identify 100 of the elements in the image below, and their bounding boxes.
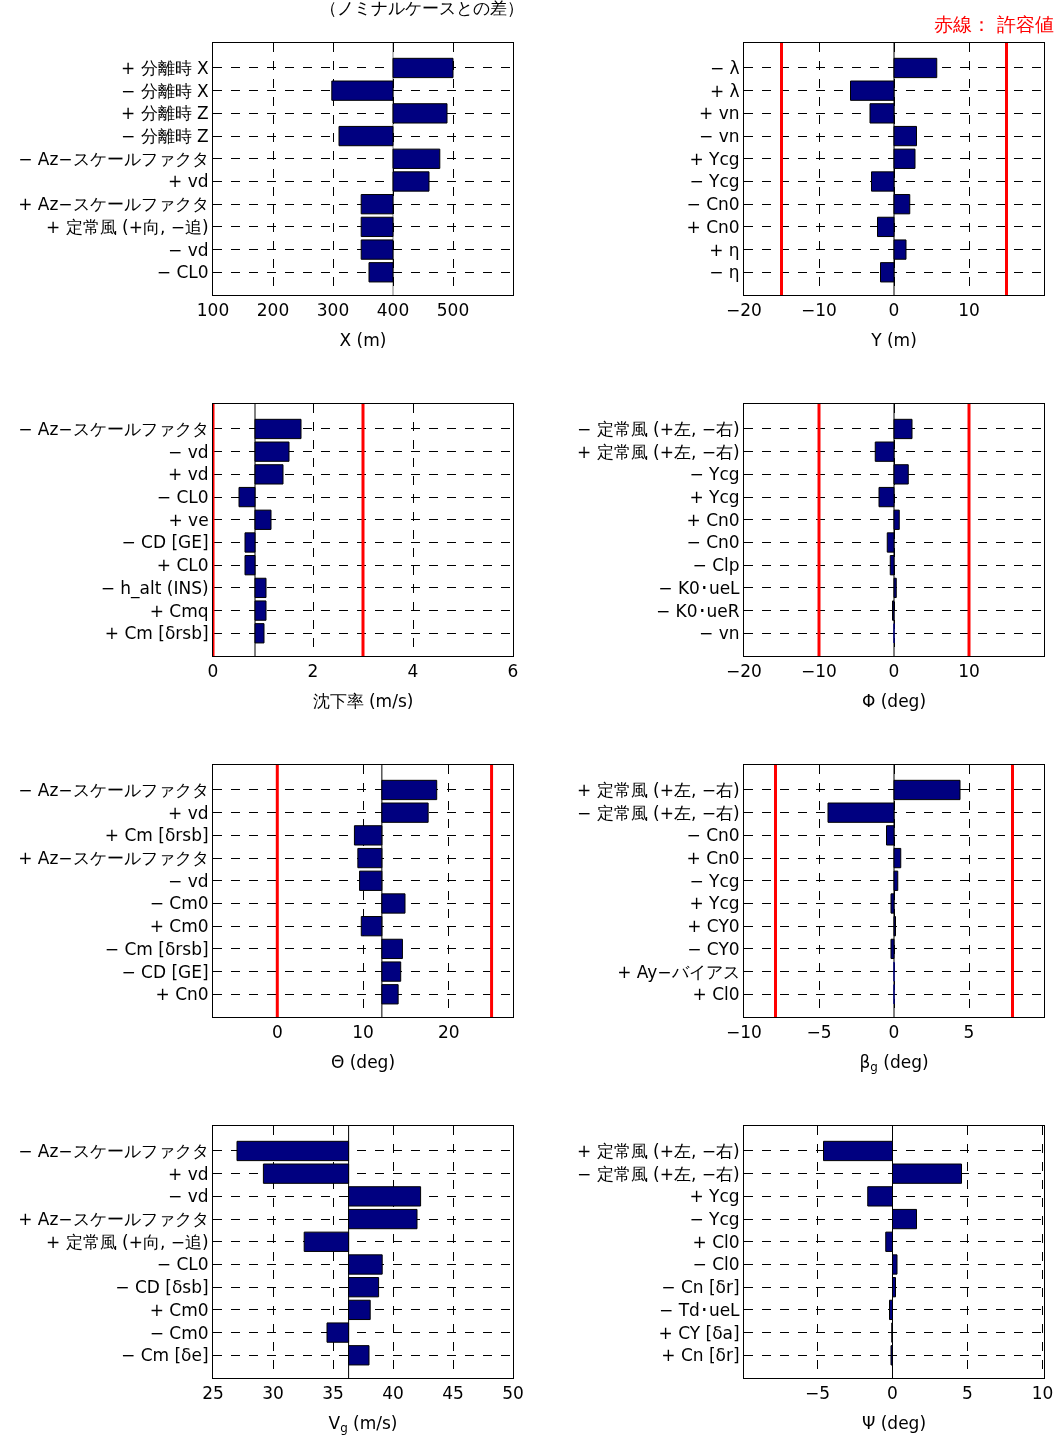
- y-tick-label: + Cn0: [155, 984, 209, 1005]
- y-tick-label: + vd: [168, 464, 209, 485]
- y-tick-label: + 定常風 (+左, −右): [576, 779, 740, 800]
- y-tick-label: − 定常風 (+左, −右): [576, 1163, 740, 1184]
- x-axis-title: 沈下率 (m/s): [312, 690, 414, 711]
- x-tick-label: 100: [196, 300, 230, 321]
- x-axis-title: V$_{g}$ (m/s): [328, 1412, 398, 1436]
- y-tick-label: − CL0: [156, 1254, 209, 1275]
- y-tick-label: + vn: [699, 103, 740, 124]
- y-tick-label: − Ycg: [689, 464, 740, 485]
- y-tick-label: + Ycg: [689, 1186, 740, 1207]
- y-tick-label: + Cm0: [149, 916, 209, 937]
- x-tick-label: 0: [888, 661, 900, 682]
- y-tick-label: − vn: [699, 623, 740, 644]
- x-tick-label: 6: [507, 661, 519, 682]
- y-tick-label: − CL0: [156, 262, 209, 283]
- y-tick-label: + 定常風 (+向, −追): [45, 1231, 209, 1252]
- y-tick-label: − Ycg: [689, 171, 740, 192]
- y-tick-label: + 分離時 Z: [120, 103, 209, 124]
- y-tick-label: + Az−スケールファクタ: [18, 194, 209, 215]
- y-tick-label: + 定常風 (+左, −右): [576, 441, 740, 462]
- y-tick-label: − vn: [699, 126, 740, 147]
- y-tick-label: − Cn0: [686, 825, 740, 846]
- x-tick-label: 200: [256, 300, 290, 321]
- x-tick-label: 10: [1031, 1383, 1054, 1404]
- y-tick-label: − Az−スケールファクタ: [18, 148, 209, 169]
- x-tick-label: 10: [958, 661, 980, 682]
- x-tick-label: 5: [962, 1383, 973, 1404]
- x-tick-label: 4: [407, 661, 419, 682]
- y-tick-label: + ve: [168, 509, 209, 530]
- chart-title: （ノミナルケースとの差）: [320, 0, 525, 18]
- y-tick-label: − Td･ueL: [659, 1299, 741, 1320]
- x-axis-title: Ψ (deg): [861, 1412, 927, 1433]
- y-tick-label: + Cm0: [149, 1299, 209, 1320]
- y-tick-label: − Cm [δrsb]: [104, 938, 209, 959]
- x-tick-label: −5: [806, 1022, 832, 1043]
- x-tick-label: 30: [262, 1383, 284, 1404]
- x-tick-label: 50: [502, 1383, 524, 1404]
- x-tick-label: 300: [316, 300, 350, 321]
- x-axis-title: Y (m): [870, 329, 917, 350]
- y-tick-label: + vd: [168, 802, 209, 823]
- x-tick-label: 25: [202, 1383, 224, 1404]
- y-tick-label: + η: [709, 239, 740, 260]
- x-tick-label: 2: [307, 661, 319, 682]
- y-tick-label: − CD [δsb]: [115, 1277, 209, 1298]
- y-tick-label: + Cm [δrsb]: [104, 825, 209, 846]
- x-tick-label: 40: [382, 1383, 404, 1404]
- x-axis-title: Θ (deg): [330, 1051, 396, 1072]
- x-tick-label: −10: [801, 300, 837, 321]
- x-tick-label: 0: [888, 1022, 900, 1043]
- y-tick-label: + 分離時 X: [120, 57, 209, 78]
- y-tick-label: − CD [GE]: [121, 961, 209, 982]
- x-tick-label: 500: [436, 300, 470, 321]
- y-tick-label: + Az−スケールファクタ: [18, 848, 209, 869]
- y-tick-label: + Cn0: [686, 509, 740, 530]
- y-tick-label: − Az−スケールファクタ: [18, 418, 209, 439]
- y-tick-label: + vd: [168, 171, 209, 192]
- y-tick-label: + Cn0: [686, 216, 740, 237]
- x-tick-label: 35: [322, 1383, 344, 1404]
- x-axis-title: Φ (deg): [861, 690, 927, 711]
- y-tick-label: + Cn0: [686, 848, 740, 869]
- y-tick-label: − Ycg: [689, 870, 740, 891]
- y-tick-label: − 定常風 (+左, −右): [576, 418, 740, 439]
- x-tick-label: 0: [207, 661, 219, 682]
- y-tick-label: − K0･ueL: [658, 577, 741, 598]
- y-tick-label: + Az−スケールファクタ: [18, 1209, 209, 1230]
- y-tick-label: + Ycg: [689, 487, 740, 508]
- x-tick-label: 0: [888, 300, 900, 321]
- y-tick-label: + Ycg: [689, 893, 740, 914]
- y-tick-label: + 定常風 (+向, −追): [45, 216, 209, 237]
- y-tick-label: − η: [709, 262, 740, 283]
- y-tick-label: − CD [GE]: [121, 532, 209, 553]
- y-tick-label: − Ycg: [689, 1209, 740, 1230]
- y-tick-label: − Cn [δr]: [661, 1277, 740, 1298]
- y-tick-label: − Cl0: [692, 1254, 740, 1275]
- x-tick-label: 10: [958, 300, 980, 321]
- y-tick-label: − 分離時 X: [120, 80, 209, 101]
- x-tick-label: −5: [804, 1383, 831, 1404]
- y-tick-label: − vd: [168, 441, 209, 462]
- y-tick-label: + CL0: [156, 555, 209, 576]
- y-tick-label: − Az−スケールファクタ: [18, 1140, 209, 1161]
- x-tick-label: 0: [271, 1022, 283, 1043]
- y-tick-label: − vd: [168, 870, 209, 891]
- x-tick-label: 45: [442, 1383, 464, 1404]
- y-tick-label: − h_alt (INS): [100, 577, 209, 599]
- y-tick-label: − Cn0: [686, 194, 740, 215]
- x-axis-title: β$_{g}$ (deg): [859, 1051, 929, 1075]
- y-tick-label: − vd: [168, 239, 209, 260]
- y-tick-label: + CY [δa]: [658, 1322, 740, 1343]
- x-tick-label: 20: [437, 1022, 460, 1043]
- y-tick-label: + vd: [168, 1163, 209, 1184]
- x-tick-label: 5: [963, 1022, 975, 1043]
- x-tick-label: 400: [376, 300, 410, 321]
- y-tick-label: − Cm0: [149, 1322, 209, 1343]
- y-tick-label: − λ: [709, 57, 740, 78]
- y-tick-label: + Cn [δr]: [661, 1345, 740, 1366]
- y-tick-label: + CY0: [687, 916, 740, 937]
- x-tick-label: −10: [726, 1022, 762, 1043]
- y-tick-label: − K0･ueR: [655, 600, 740, 621]
- y-tick-label: − Az−スケールファクタ: [18, 779, 209, 800]
